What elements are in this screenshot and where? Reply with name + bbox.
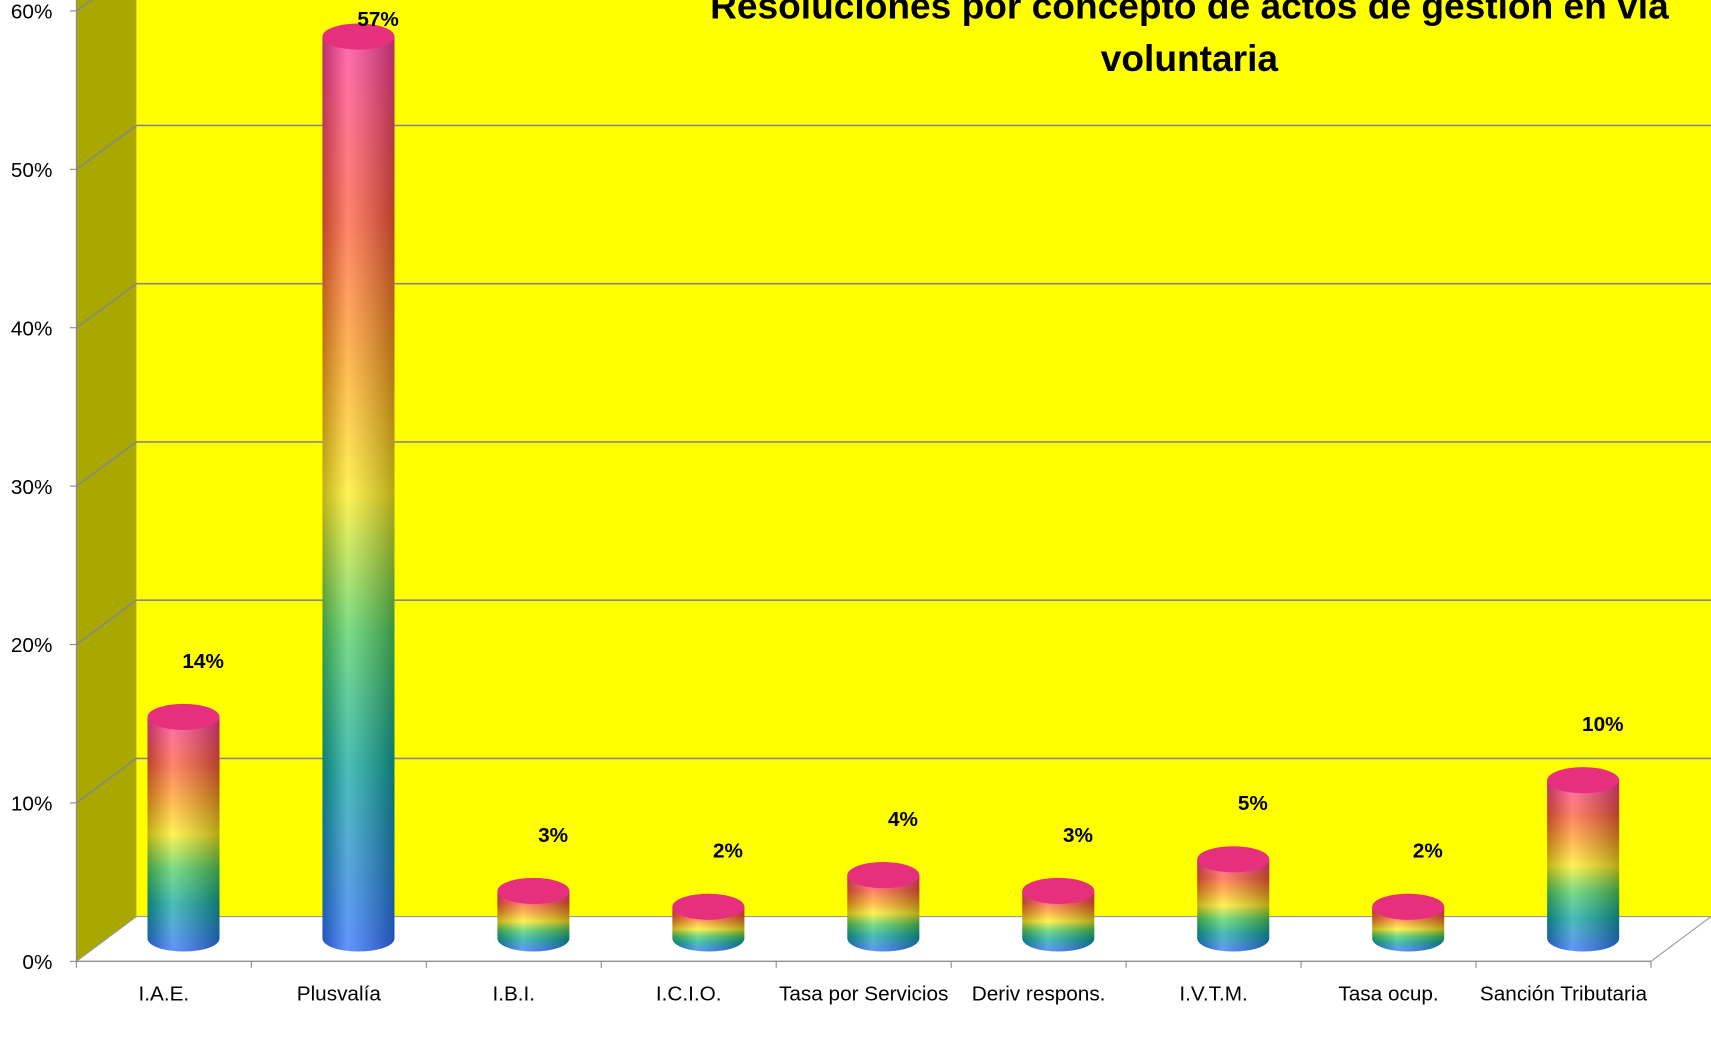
- grid-line: [75, 283, 137, 329]
- y-tick-label: 50%: [11, 159, 52, 182]
- value-label: 10%: [1582, 713, 1623, 736]
- bar-top: [147, 703, 220, 731]
- x-tick-label: Tasa ocup.: [1338, 983, 1439, 1007]
- x-tick-label: I.C.I.O.: [655, 983, 722, 1007]
- x-tick-label: I.A.E.: [138, 983, 190, 1007]
- bar-top: [1197, 846, 1270, 873]
- bar-shade: [147, 716, 220, 952]
- x-tick-label: Plusvalía: [296, 983, 381, 1007]
- y-tick-label: 40%: [11, 317, 52, 340]
- value-label: 3%: [538, 824, 568, 847]
- grid-line: [75, 441, 137, 487]
- bar-top: [1547, 767, 1620, 794]
- bar-top: [1372, 893, 1445, 920]
- bar-shade: [1197, 859, 1270, 952]
- y-tick-label: 30%: [11, 476, 52, 499]
- value-label: 2%: [713, 840, 743, 863]
- side-wall: [76, 0, 137, 962]
- bar-shade: [1022, 890, 1095, 952]
- chart-title: Resoluciones por concepto de actos de ge…: [710, 0, 1669, 80]
- y-tick-label: 10%: [11, 793, 52, 816]
- value-label: 57%: [357, 8, 398, 31]
- bar-shade: [322, 36, 395, 952]
- value-label: 2%: [1413, 840, 1443, 863]
- x-tick-label: I.V.T.M.: [1179, 983, 1248, 1007]
- bar-top: [1022, 877, 1095, 905]
- value-label: 4%: [888, 808, 918, 831]
- bar-top: [322, 23, 395, 50]
- value-label: 3%: [1063, 824, 1093, 847]
- bar-top: [497, 877, 570, 905]
- x-tick-label: Tasa por Servicios: [778, 983, 949, 1007]
- bar-top: [672, 893, 745, 920]
- y-tick-label: 60%: [11, 1, 52, 24]
- bar-top: [847, 862, 920, 889]
- x-tick-label: I.B.I.: [492, 983, 536, 1007]
- grid-line: [75, 0, 93, 12]
- value-label: 14%: [182, 650, 223, 673]
- grid-line: [75, 124, 137, 170]
- bar-shade: [497, 890, 570, 952]
- grid-line: [75, 599, 137, 646]
- bar-shade: [847, 875, 920, 952]
- back-wall: [136, 0, 1711, 917]
- value-label: 5%: [1238, 792, 1268, 815]
- y-tick-label: 20%: [11, 634, 52, 657]
- x-tick-label: Deriv respons.: [971, 983, 1106, 1007]
- y-tick-label: 0%: [22, 951, 52, 974]
- bar-shade: [1547, 780, 1620, 952]
- x-tick-label: Sanción Tributaria: [1479, 983, 1648, 1007]
- grid-line: [75, 757, 137, 804]
